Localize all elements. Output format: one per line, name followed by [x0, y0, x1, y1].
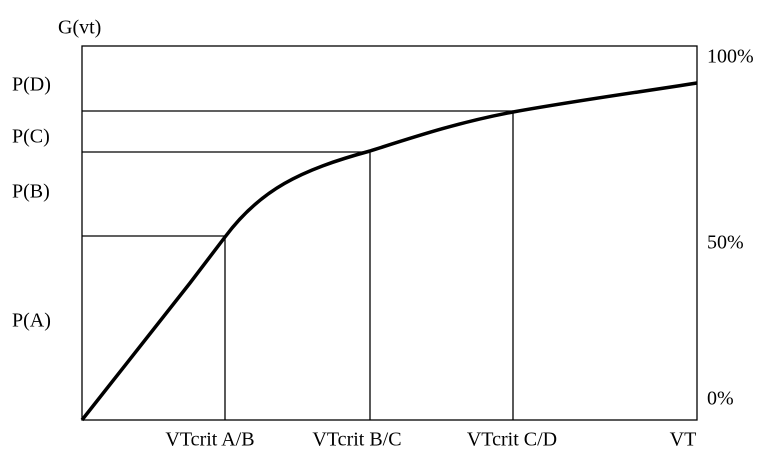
- right-label: 50%: [707, 232, 744, 254]
- frame: [81, 45, 698, 421]
- left-label: P(B): [12, 181, 50, 203]
- left-label: P(C): [12, 126, 50, 148]
- y-label: G(vt): [58, 17, 101, 39]
- curve: [80, 81, 698, 422]
- left-label: P(A): [12, 310, 51, 332]
- bottom-label: VTcrit A/B: [165, 429, 254, 451]
- bottom-label: VTcrit B/C: [312, 429, 401, 451]
- bottom-label: VT: [670, 429, 697, 451]
- right-label: 100%: [707, 46, 754, 68]
- bottom-label: VTcrit C/D: [467, 429, 557, 451]
- right-label: 0%: [707, 388, 734, 410]
- left-label: P(D): [12, 74, 51, 96]
